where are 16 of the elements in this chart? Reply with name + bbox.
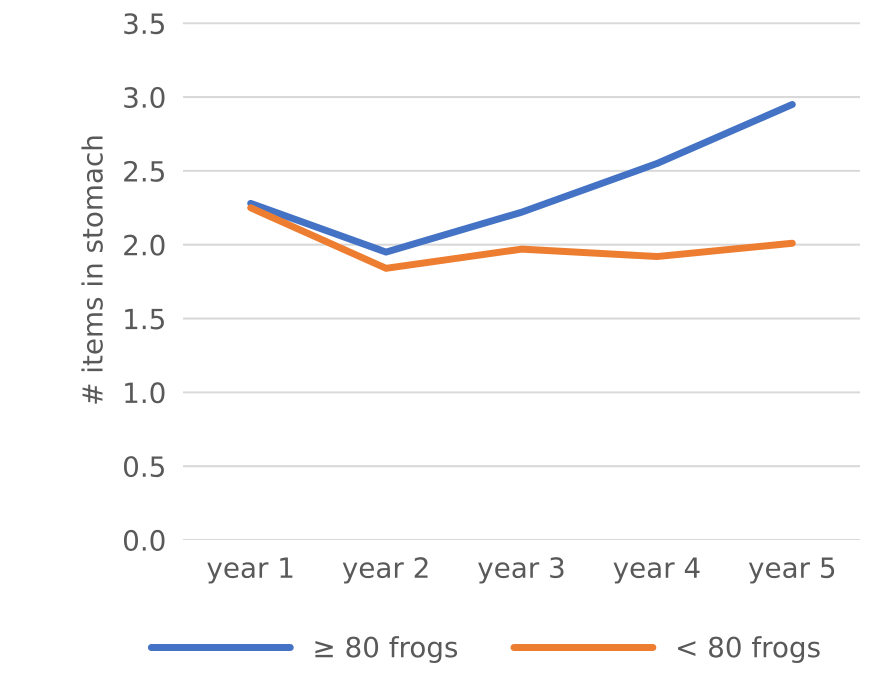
legend-label: < 80 frogs xyxy=(678,636,820,663)
x-tick-label: year 4 xyxy=(613,558,700,584)
y-tick-label: 2.0 xyxy=(124,234,164,256)
y-tick-label: 1.5 xyxy=(125,308,164,330)
y-tick-label: 0.0 xyxy=(124,530,164,551)
x-tick-label: year 2 xyxy=(342,557,428,584)
x-tick-label: year 3 xyxy=(478,557,564,584)
y-tick-label: 0.5 xyxy=(124,456,164,478)
y-tick-label: 3.5 xyxy=(124,13,164,34)
y-tick-label: 3.0 xyxy=(124,87,164,108)
y-axis-title: # items in stomach xyxy=(81,136,103,404)
y-tick-label: 2.5 xyxy=(124,160,164,182)
x-tick-label: year 5 xyxy=(748,558,834,584)
y-tick-label: 1.0 xyxy=(125,382,164,404)
x-tick-label: year 1 xyxy=(207,558,292,584)
legend-label: ≥ 80 frogs xyxy=(315,636,458,663)
